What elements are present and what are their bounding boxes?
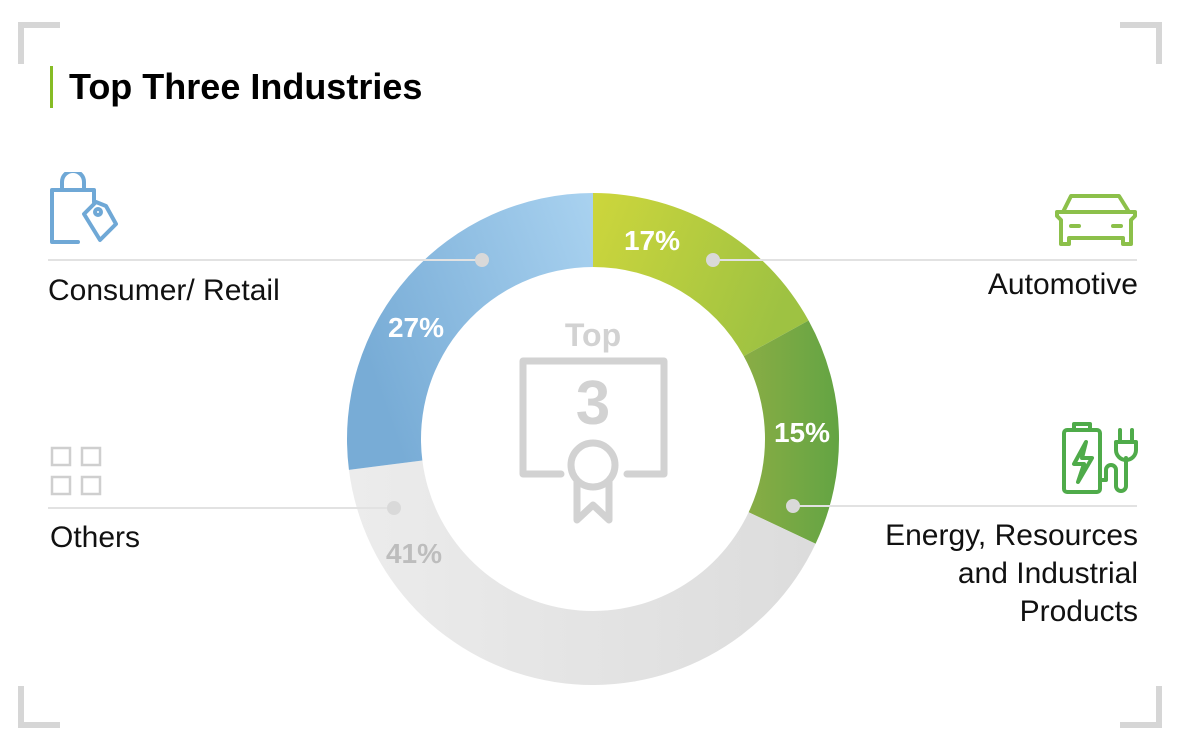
leader-dot-energy [786,499,800,513]
center-number: 3 [576,369,610,438]
car-icon [1055,194,1137,246]
value-label-automotive: 17% [624,225,680,256]
shopping-bag-icon [50,172,118,244]
donut-slice-consumer [347,193,593,470]
category-label-consumer: Consumer/ Retail [48,274,280,307]
leader-dot-consumer [475,253,489,267]
corner-bracket-top-left [18,22,60,64]
page-title: Top Three Industries [50,66,422,108]
value-label-energy: 15% [774,417,830,448]
donut-slice-energy [743,320,839,544]
category-label-energy-line1: Energy, Resources [885,519,1138,552]
grid-icon [50,446,102,496]
certificate-icon [519,357,668,524]
donut-slice-others [348,460,816,685]
category-label-energy-line3: Products [1019,595,1138,628]
leader-dot-automotive [706,253,720,267]
corner-bracket-bottom-right [1120,686,1162,728]
corner-bracket-bottom-left [18,686,60,728]
value-label-others: 41% [386,538,442,569]
category-label-others: Others [50,521,141,554]
corner-bracket-top-right [1120,22,1162,64]
value-label-consumer: 27% [388,312,444,343]
donut-slice-automotive [593,193,809,357]
center-top-label: Top [565,317,621,353]
battery-plug-icon [1062,422,1138,494]
category-label-energy: Energy, Resources and Industrial Product… [885,517,1138,631]
category-label-energy-line2: and Industrial [957,557,1138,590]
leader-dot-others [387,501,401,515]
category-label-automotive: Automotive [987,268,1138,301]
